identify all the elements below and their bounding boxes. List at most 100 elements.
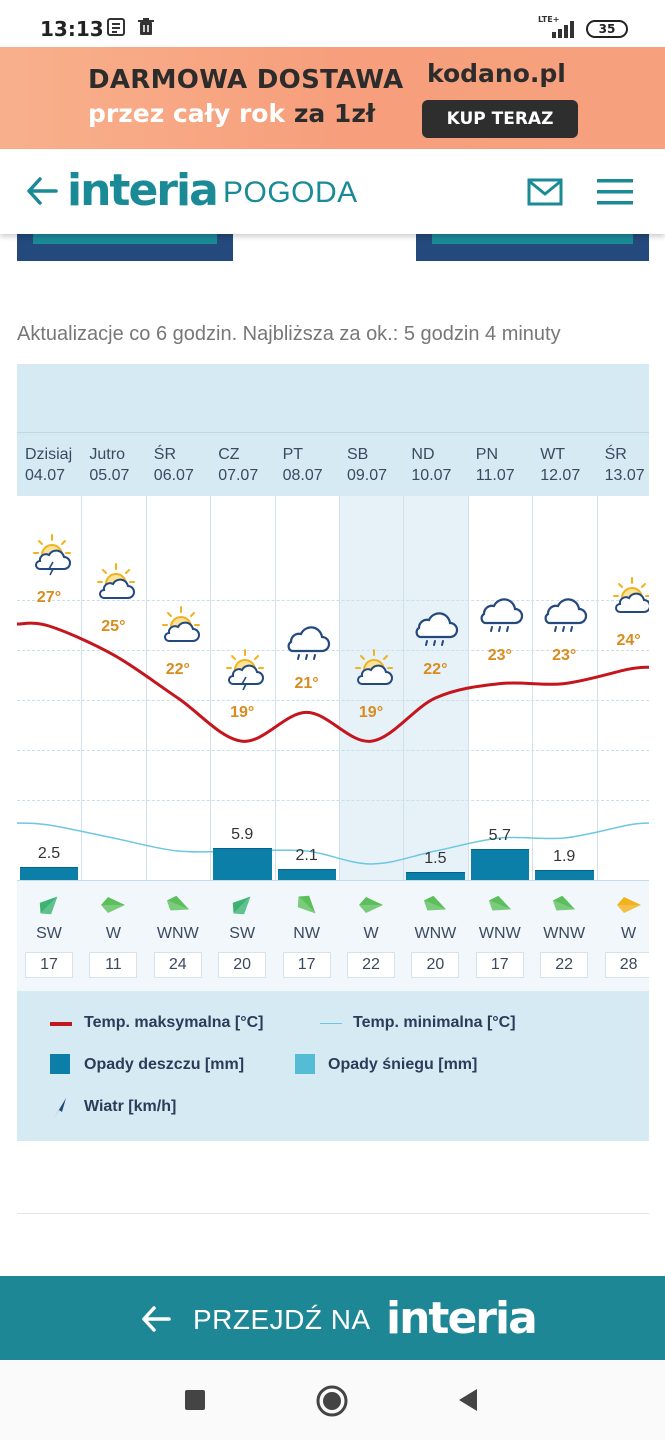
section-title: POGODA: [223, 176, 358, 209]
grid-line: [17, 650, 649, 651]
divider: [17, 1213, 649, 1214]
max-temp-label: 25°: [101, 617, 126, 635]
column-divider: [274, 496, 276, 991]
battery-indicator: 35: [586, 20, 628, 38]
legend-snow: Opady śniegu [mm]: [328, 1056, 478, 1073]
day-date: 08.07: [282, 467, 323, 484]
column-divider: [596, 496, 598, 991]
day-header[interactable]: ŚR 13.07: [596, 432, 649, 496]
max-temp-label: 24°: [616, 632, 641, 650]
legend-rain: Opady deszczu [mm]: [84, 1056, 245, 1073]
back-icon[interactable]: [457, 1388, 479, 1417]
max-temp-label: 21°: [294, 675, 319, 693]
day-date: 10.07: [411, 467, 452, 484]
day-name: PT: [282, 446, 304, 463]
wind-speed: 20: [411, 952, 460, 978]
max-temp-label: 23°: [487, 646, 512, 664]
wind-arrow-icon: [34, 890, 64, 920]
interia-logo[interactable]: interia: [67, 165, 219, 216]
wind-speed: 28: [604, 952, 649, 978]
wind-direction: WNW: [543, 925, 586, 942]
wind-arrow-icon: [163, 890, 193, 920]
column-divider: [145, 496, 147, 991]
wind-arrow-icon: [227, 890, 257, 920]
status-bar: 13:13 LTE+ 35: [0, 0, 665, 50]
day-name: ŚR: [153, 446, 177, 463]
day-header[interactable]: PT 08.07: [274, 432, 339, 496]
day-date: 07.07: [218, 467, 259, 484]
column-divider: [210, 496, 212, 991]
legend-snow-swatch: [295, 1054, 315, 1074]
section-tab-right[interactable]: [416, 234, 649, 261]
go-to-interia-banner[interactable]: PRZEJDŹ NA interia: [0, 1276, 665, 1360]
day-header[interactable]: Jutro 05.07: [81, 432, 146, 496]
rain-value-label: 1.9: [553, 847, 576, 865]
cloud-rain-icon: [410, 605, 460, 649]
update-info: Aktualizacje co 6 godzin. Najbliższa za …: [17, 323, 561, 345]
column-divider: [81, 496, 83, 991]
legend-tmax: Temp. maksymalna [°C]: [84, 1014, 264, 1031]
forecast-chart: Dzisiaj 04.07 Jutro 05.07 ŚR 06.07 CZ 07.07 PT 08…: [17, 364, 649, 991]
wind-speed: 22: [347, 952, 395, 978]
ad-banner[interactable]: DARMOWA DOSTAWA przez cały rok za 1zł ko…: [0, 47, 665, 149]
system-nav-bar: [0, 1360, 665, 1440]
hamburger-menu-icon[interactable]: [597, 178, 633, 211]
wind-direction: W: [621, 925, 637, 942]
rain-value-label: 5.7: [488, 827, 511, 845]
day-header[interactable]: ŚR 06.07: [145, 432, 211, 496]
mail-icon[interactable]: [527, 178, 563, 211]
day-date: 12.07: [540, 467, 581, 484]
max-temp-label: 27°: [36, 589, 62, 606]
wind-direction: WNW: [478, 925, 521, 942]
cloud-rain-icon: [282, 619, 332, 663]
day-date: 05.07: [89, 467, 130, 484]
chart-top-band: [17, 364, 649, 432]
ad-cta-button[interactable]: KUP TERAZ: [422, 100, 578, 138]
day-header[interactable]: Dzisiaj 04.07: [17, 432, 82, 496]
wind-arrow-icon: [420, 890, 450, 920]
day-name: CZ: [218, 446, 240, 463]
max-temp-label: 22°: [165, 661, 190, 678]
day-date: 13.07: [604, 467, 645, 484]
chart-plot: [17, 621, 649, 865]
trash-icon: [137, 18, 155, 41]
grid-line: [17, 800, 649, 801]
wind-arrow-icon: [98, 890, 128, 920]
wind-arrow-icon: [356, 890, 386, 920]
back-arrow-icon[interactable]: [26, 176, 58, 211]
chart-legend: Temp. maksymalna [°C] Temp. minimalna [°…: [17, 991, 649, 1141]
wind-speed: 24: [153, 952, 202, 978]
wind-arrow-icon: [614, 890, 644, 920]
day-name: Jutro: [89, 446, 125, 463]
day-header[interactable]: ND 10.07: [403, 432, 468, 496]
column-divider: [403, 496, 405, 991]
back-arrow-icon: [141, 1305, 171, 1338]
day-name: ŚR: [604, 446, 627, 463]
day-header[interactable]: WT 12.07: [532, 432, 597, 496]
day-date: 06.07: [153, 467, 194, 484]
sun-cloud-storm-icon: [24, 533, 74, 577]
rain-bar: [213, 848, 272, 880]
recents-icon[interactable]: [184, 1389, 206, 1416]
sun-cloud-icon: [604, 576, 649, 620]
grid-line: [17, 750, 649, 751]
rain-value-label: 5.9: [231, 826, 254, 844]
wind-speed: 17: [25, 952, 73, 978]
max-temp-label: 23°: [552, 646, 577, 664]
rain-bar: [20, 866, 79, 880]
day-name: Dzisiaj: [25, 446, 73, 463]
section-tab-left[interactable]: [17, 234, 233, 261]
cloud-rain-icon: [539, 591, 589, 635]
home-icon[interactable]: [315, 1384, 349, 1423]
day-header[interactable]: PN 11.07: [467, 432, 533, 496]
grid-line: [17, 600, 649, 601]
max-temp-label: 19°: [358, 704, 384, 722]
day-header[interactable]: SB 09.07: [339, 432, 404, 496]
day-header[interactable]: CZ 07.07: [210, 432, 275, 496]
legend-tmin: Temp. minimalna [°C]: [353, 1014, 516, 1031]
tmax-line: [17, 621, 649, 743]
status-time: 13:13: [40, 17, 104, 41]
network-type: LTE+: [538, 15, 560, 24]
sun-cloud-storm-icon: [217, 648, 267, 692]
max-temp-label: 22°: [423, 661, 448, 678]
